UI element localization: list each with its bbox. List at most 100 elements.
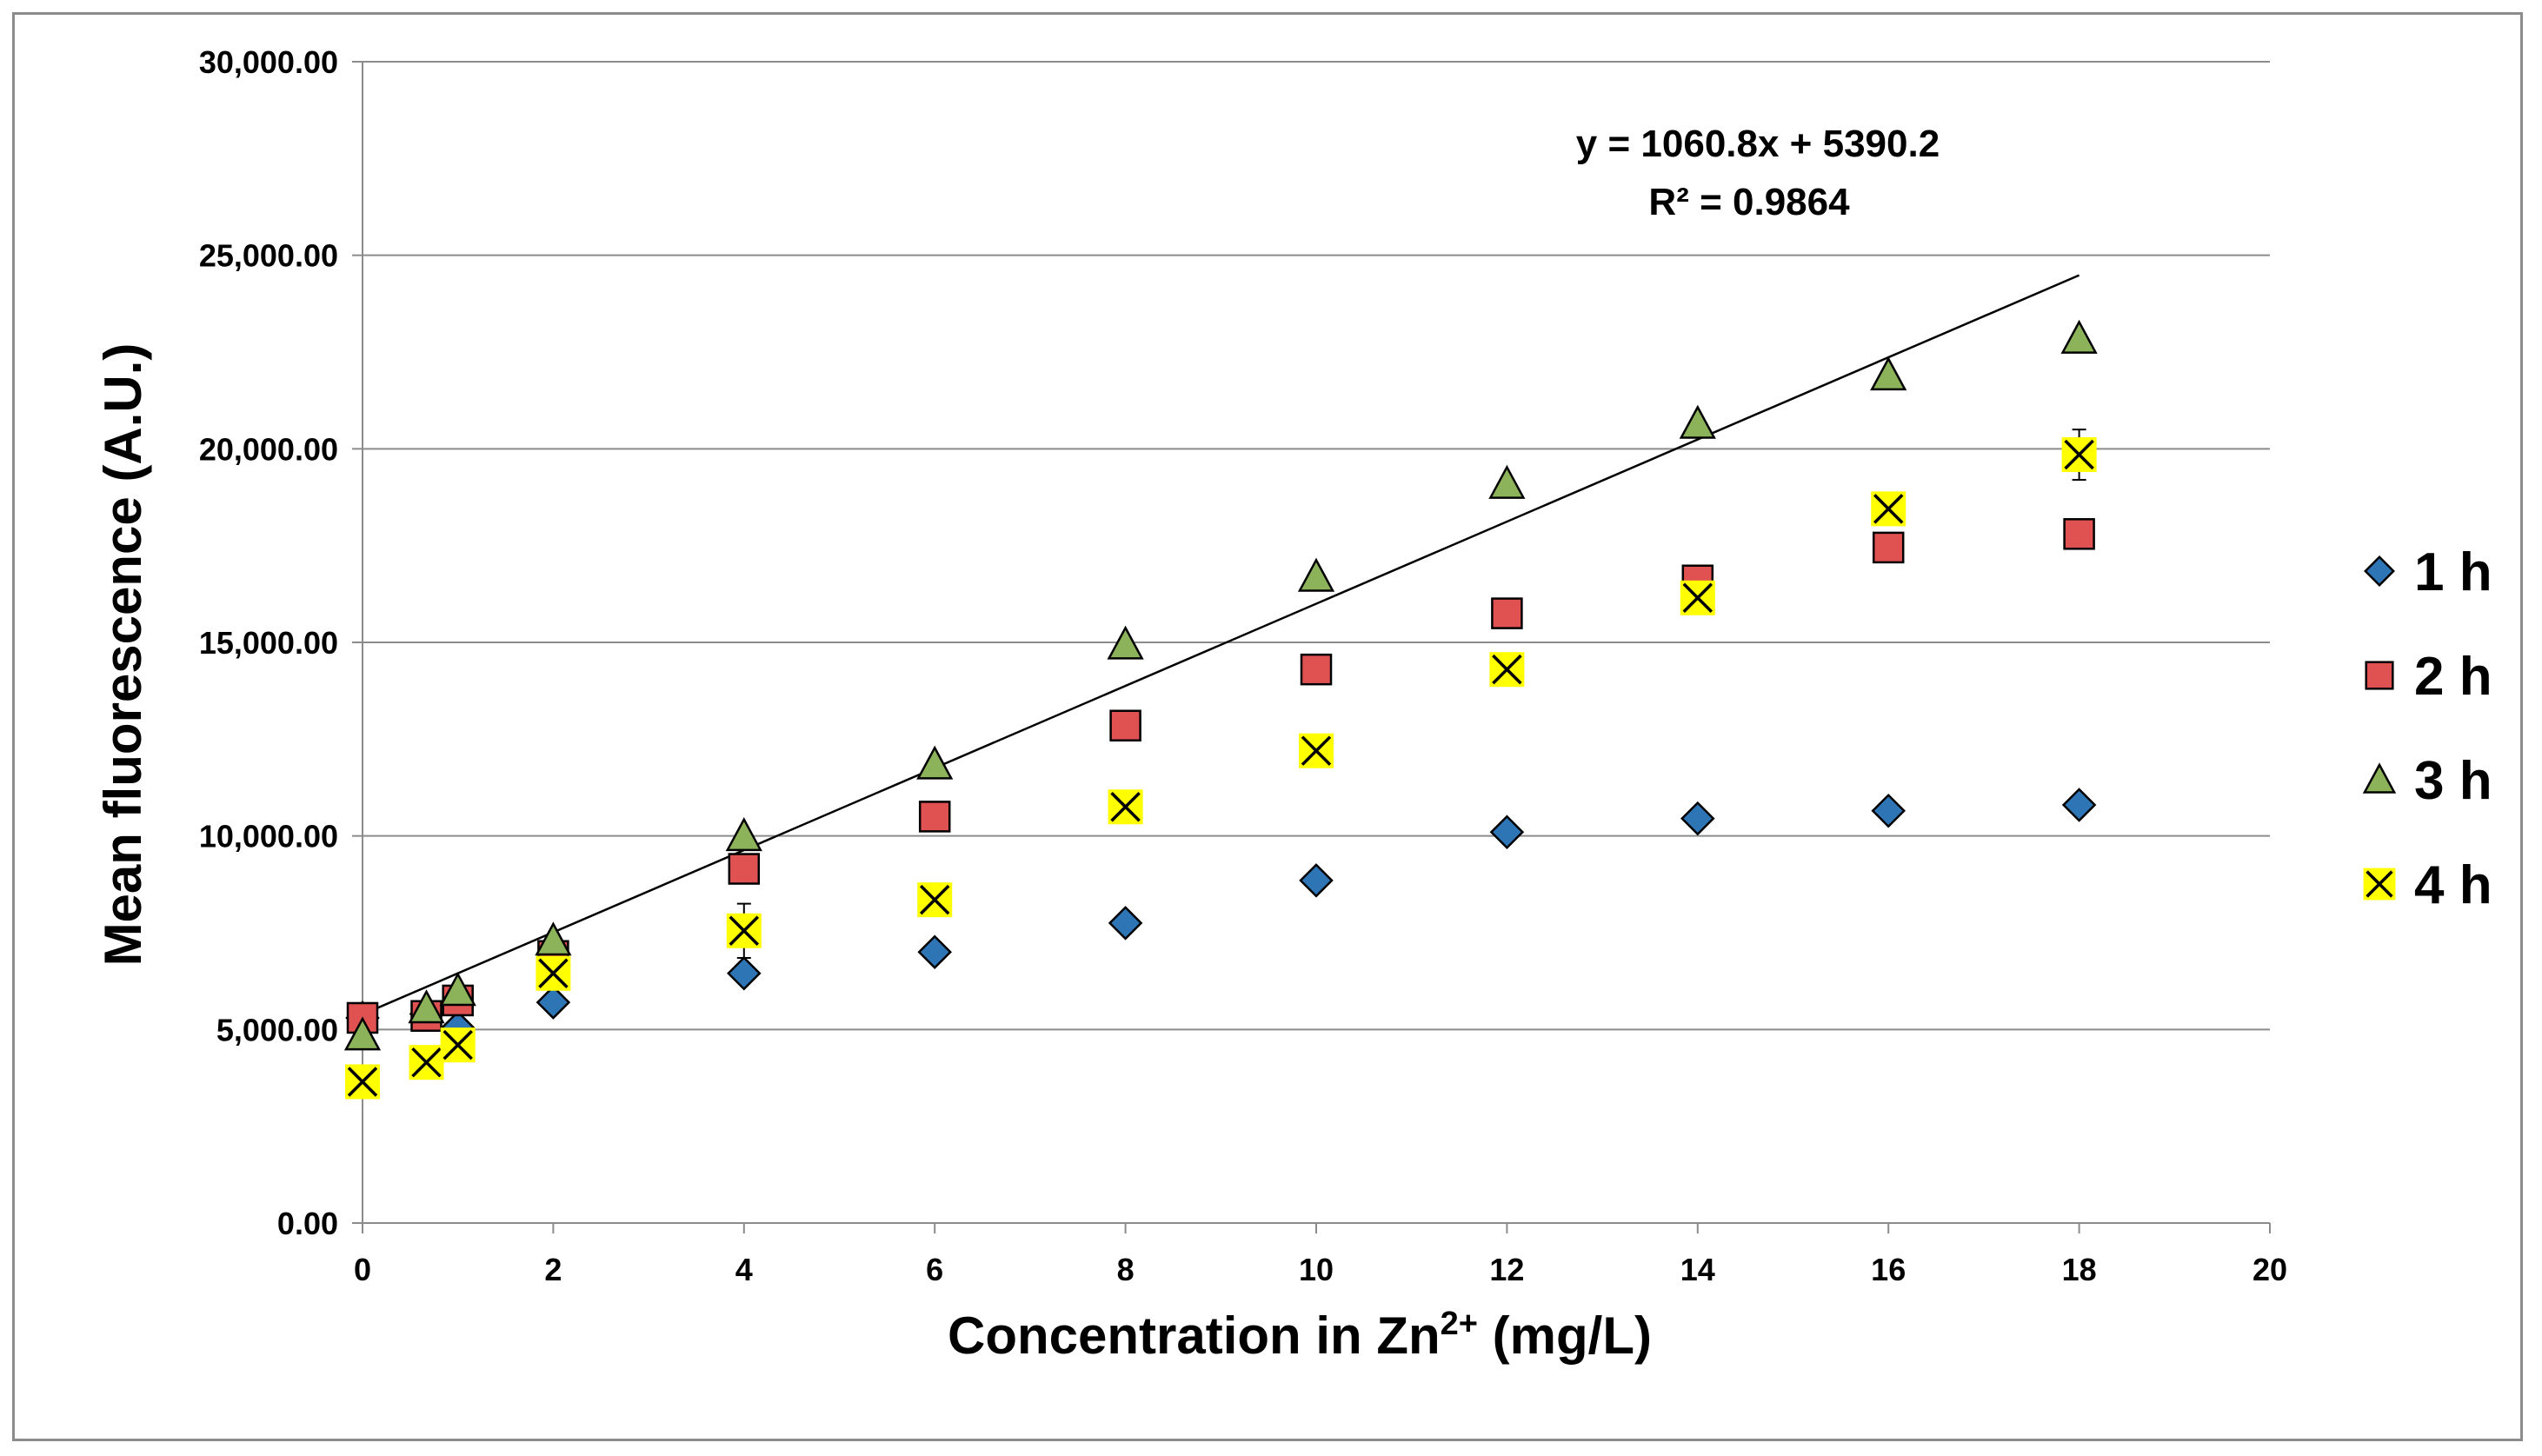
point-4h-10 — [1871, 491, 1906, 527]
point-4h-6 — [1108, 789, 1143, 825]
trendline-equation: y = 1060.8x + 5390.2 — [1576, 123, 1940, 165]
point-4h-0-stroke-b — [347, 1067, 378, 1097]
point-3h-0 — [343, 1016, 382, 1051]
x-axis-ticks: 0 2 4 6 8 10 12 14 16 18 20 — [354, 1223, 2287, 1287]
series-3h — [343, 319, 2098, 1051]
point-4h-3-stroke-b — [538, 958, 569, 988]
legend-item-1h: 1 h — [2364, 542, 2492, 602]
point-3h-5 — [916, 745, 954, 780]
trendline-line — [362, 274, 2080, 1016]
legend-label-1h: 1 h — [2414, 542, 2492, 602]
trendline-r-squared: R² = 0.9864 — [1648, 181, 1850, 223]
legend-label-2h: 2 h — [2414, 647, 2492, 707]
point-3h-7 — [1297, 557, 1335, 592]
point-4h-6-stroke-b — [1110, 792, 1141, 822]
x-tick-label-8: 16 — [1871, 1252, 1906, 1287]
point-1h-3 — [536, 985, 571, 1020]
series-1h — [345, 788, 2097, 1045]
x-tick-label-2: 4 — [735, 1252, 753, 1287]
y-tick-label-4: 20,000.00 — [199, 431, 338, 467]
point-1h-9 — [1680, 801, 1715, 836]
point-1h-5 — [917, 934, 952, 970]
point-4h-10-stroke-b — [1873, 494, 1904, 524]
x-tick-label-9: 18 — [2062, 1252, 2097, 1287]
x-tick-label-1: 2 — [544, 1252, 562, 1287]
point-1h-8 — [1489, 814, 1525, 849]
point-2h-10 — [1872, 531, 1905, 564]
legend-item-3h: 3 h — [2362, 751, 2492, 811]
point-4h-8 — [1489, 652, 1525, 688]
point-3h-10 — [1870, 356, 1907, 391]
point-4h-9 — [1680, 580, 1715, 615]
point-2h-7 — [1300, 653, 1333, 686]
y-axis-ticks: 0.00 5,000.00 10,000.00 15,000.00 20,000.00 2… — [199, 44, 363, 1241]
gridlines — [363, 61, 2270, 1031]
point-4h-1-stroke-b — [411, 1047, 442, 1078]
point-2h-6 — [1109, 709, 1141, 741]
x-axis-title-text: Concentration in Zn — [948, 1306, 1441, 1365]
point-4h-0 — [345, 1064, 380, 1100]
point-4h-4 — [726, 913, 762, 948]
legend: 1 h 2 h 3 h 4 h — [2362, 542, 2492, 915]
point-1h-10 — [1871, 793, 1906, 828]
point-4h-11-stroke-b — [2064, 439, 2094, 470]
y-axis-title: Mean fluorescence (A.U.) — [94, 343, 152, 967]
point-3h-11 — [2060, 319, 2098, 354]
x-axis-title-superscript: 2+ — [1441, 1306, 1478, 1342]
point-3h-6 — [1107, 625, 1144, 660]
point-4h-8-stroke-b — [1492, 654, 1522, 685]
legend-marker-3h — [2362, 762, 2397, 794]
point-3h-1 — [408, 989, 445, 1024]
point-3h-9 — [1679, 404, 1716, 439]
series-2h — [346, 518, 2095, 1034]
legend-marker-2h — [2365, 661, 2394, 690]
point-4h-2-stroke-b — [443, 1029, 473, 1060]
legend-marker-1h — [2364, 555, 2395, 587]
point-4h-5 — [917, 882, 953, 918]
y-tick-label-0: 0.00 — [277, 1206, 338, 1241]
series-4h — [345, 437, 2097, 1100]
point-1h-11 — [2061, 788, 2097, 822]
point-4h-9-stroke-b — [1682, 582, 1714, 614]
legend-marker-4h — [2363, 868, 2396, 901]
point-4h-4-stroke-b — [729, 915, 760, 947]
point-2h-8 — [1491, 597, 1523, 629]
y-tick-label-6: 30,000.00 — [199, 44, 338, 80]
scatter-chart: 0.00 5,000.00 10,000.00 15,000.00 20,000.00 2… — [94, 44, 2492, 1365]
x-tick-label-5: 10 — [1299, 1252, 1334, 1287]
y-tick-label-3: 15,000.00 — [199, 625, 338, 661]
legend-label-4h: 4 h — [2414, 855, 2492, 915]
point-2h-4 — [728, 853, 761, 885]
point-1h-4 — [727, 955, 762, 991]
point-1h-6 — [1108, 906, 1143, 941]
point-4h-7-stroke-b — [1301, 735, 1332, 766]
point-4h-3 — [536, 955, 571, 991]
point-4h-7 — [1299, 733, 1334, 768]
x-tick-label-7: 14 — [1680, 1252, 1715, 1287]
legend-marker-4h-stroke-b — [2366, 870, 2393, 898]
y-tick-label-1: 5,000.00 — [216, 1012, 338, 1047]
point-3h-2 — [439, 972, 476, 1007]
chart-frame: 0.00 5,000.00 10,000.00 15,000.00 20,000.00 2… — [12, 12, 2523, 1441]
trendline — [362, 274, 2080, 1016]
y-tick-label-2: 10,000.00 — [199, 819, 338, 854]
x-tick-label-6: 12 — [1489, 1252, 1524, 1287]
data-points — [343, 319, 2098, 1100]
point-2h-11 — [2063, 518, 2095, 550]
point-3h-3 — [535, 921, 572, 956]
point-4h-2 — [440, 1027, 476, 1063]
y-tick-label-5: 25,000.00 — [199, 238, 338, 274]
x-tick-label-10: 20 — [2253, 1252, 2287, 1287]
point-4h-11 — [2061, 437, 2097, 473]
x-axis-title-unit: (mg/L) — [1478, 1306, 1652, 1365]
point-4h-5-stroke-b — [919, 884, 950, 915]
legend-label-3h: 3 h — [2414, 751, 2492, 811]
legend-item-2h: 2 h — [2365, 647, 2492, 707]
x-tick-label-4: 8 — [1117, 1252, 1135, 1287]
legend-item-4h: 4 h — [2363, 855, 2492, 915]
x-tick-label-0: 0 — [354, 1252, 371, 1287]
point-1h-7 — [1299, 863, 1334, 898]
point-3h-8 — [1488, 464, 1526, 499]
x-axis-title: Concentration in Zn2+ (mg/L) — [948, 1306, 1652, 1365]
x-tick-label-3: 6 — [926, 1252, 943, 1287]
